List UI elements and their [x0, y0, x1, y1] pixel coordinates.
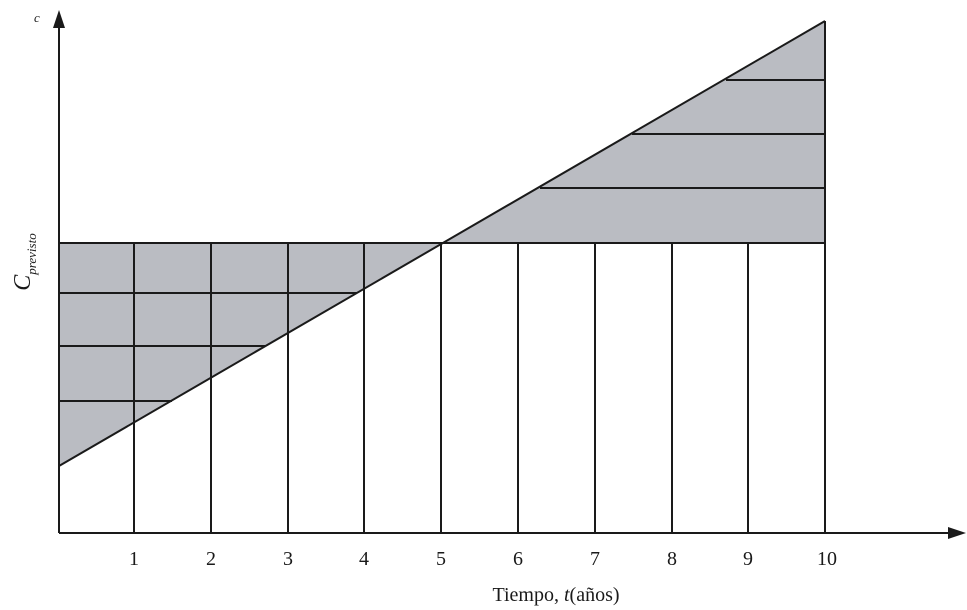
x-tick-labels: 1 2 3 4 5 6 7 8 9 10: [129, 548, 837, 570]
y-axis-arrow-icon: [53, 10, 65, 28]
y-axis-label-sub: previsto: [24, 233, 39, 276]
x-tick-label: 6: [513, 548, 523, 570]
x-axis-label: Tiempo, t(años): [492, 584, 619, 606]
increasing-cost-line: [58, 20, 826, 467]
x-tick-label: 8: [667, 548, 677, 570]
x-tick-label: 10: [817, 548, 837, 570]
x-axis-arrow-icon: [948, 527, 966, 539]
year-verticals: [133, 21, 826, 533]
x-tick-label: 7: [590, 548, 600, 570]
left-grid-lines: [59, 292, 357, 402]
x-tick-label: 3: [283, 548, 293, 570]
x-tick-label: 2: [206, 548, 216, 570]
x-axis-label-var: t: [564, 584, 570, 606]
x-tick-label: 1: [129, 548, 139, 570]
x-tick-label: 5: [436, 548, 446, 570]
top-axis-label: c: [34, 10, 40, 25]
x-tick-label: 9: [743, 548, 753, 570]
y-axis-label-main: C: [10, 274, 36, 291]
y-axis-label: Cprevisto: [10, 233, 39, 291]
x-tick-label: 4: [359, 548, 369, 570]
x-axis-label-units: (años): [570, 584, 620, 606]
right-grid-lines: [540, 79, 825, 189]
svg-text:Cprevisto: Cprevisto: [10, 233, 39, 291]
x-axis-label-prefix: Tiempo,: [492, 584, 564, 606]
